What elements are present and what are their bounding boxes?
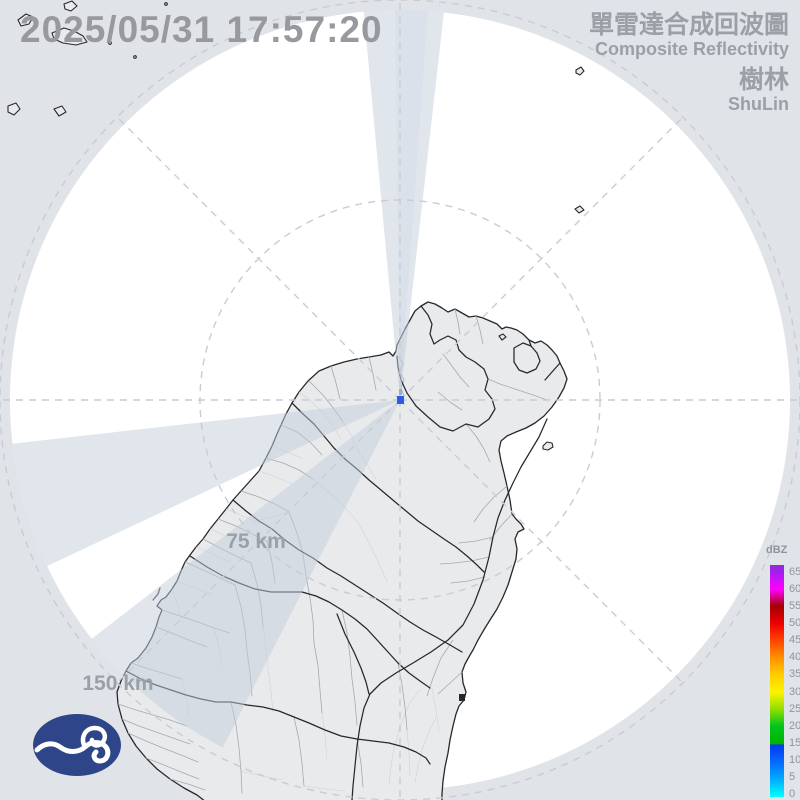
timestamp: 2025/05/31 17:57:20 [20, 9, 383, 50]
cwa-logo-swirl [80, 725, 108, 750]
radar-echo [397, 396, 404, 404]
product-title-zh: 單雷達合成回波圖 [589, 10, 789, 39]
blocked-sector-wsw [10, 400, 400, 592]
station-name-en: ShuLin [728, 94, 789, 114]
cwa-logo-wave [34, 740, 111, 764]
radar-echo [399, 389, 402, 395]
blocked-sector-north-core [395, 10, 429, 400]
radar-echoes [397, 389, 404, 404]
range-label-150km: 150 km [82, 672, 153, 695]
station-name-zh: 樹林 [739, 66, 789, 94]
blocked-sector-north [362, 10, 446, 400]
islands [7, 0, 585, 451]
range-label-75km: 75 km [226, 530, 286, 553]
port-mark [459, 694, 465, 701]
product-title-en: Composite Reflectivity [595, 39, 789, 59]
cwa-logo [33, 714, 121, 776]
